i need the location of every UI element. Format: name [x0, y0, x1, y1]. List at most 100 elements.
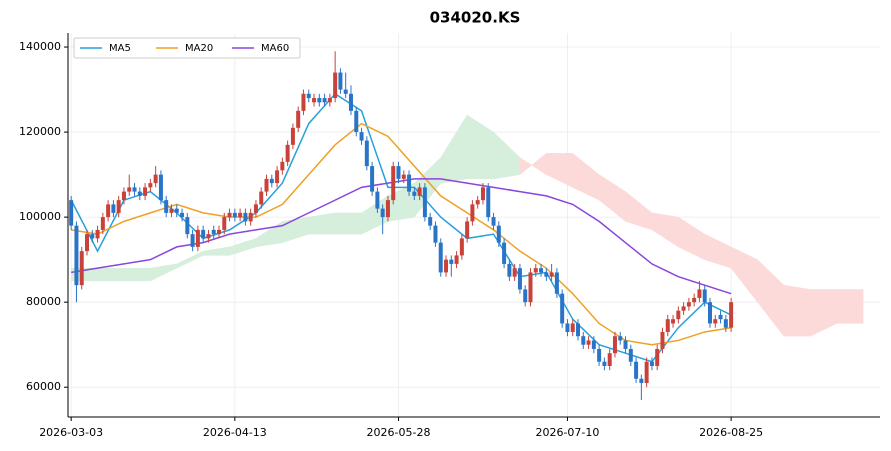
candle-body — [444, 259, 449, 273]
candle-body — [671, 319, 676, 324]
candle-body — [90, 234, 95, 239]
candle-body — [412, 191, 417, 196]
candle-body — [238, 212, 243, 218]
cloud-segment — [97, 267, 125, 282]
candle-body — [137, 191, 142, 196]
candle-body — [158, 174, 163, 201]
candle-body — [85, 234, 90, 252]
candle-body — [153, 174, 158, 184]
candle-body — [713, 319, 718, 324]
candle-body — [634, 361, 639, 379]
candle-body — [269, 178, 274, 184]
candle-body — [348, 93, 353, 111]
candle-body — [354, 110, 359, 133]
candle-body — [211, 229, 216, 235]
ma-line — [71, 178, 732, 295]
cloud-segment — [282, 216, 309, 243]
cloud-segment — [598, 174, 626, 222]
candle-body — [243, 212, 248, 222]
candle-body — [591, 340, 596, 349]
candle-body — [660, 331, 665, 349]
candle-body — [565, 323, 570, 332]
candle-body — [533, 268, 538, 273]
candle-body — [480, 187, 485, 201]
x-tick-label: 2026-04-13 — [203, 426, 267, 439]
candle-body — [512, 268, 517, 277]
candle-body — [264, 178, 269, 192]
candle-body — [100, 217, 105, 230]
candle-body — [528, 272, 533, 303]
candle-body — [380, 208, 385, 218]
candle-body — [454, 255, 459, 264]
cloud-segment — [255, 220, 283, 248]
candle-body — [290, 127, 295, 145]
candle-body — [201, 229, 206, 239]
legend-box — [73, 37, 301, 59]
cloud-segment — [123, 267, 151, 282]
candle-body — [523, 289, 528, 303]
candle-body — [623, 340, 628, 349]
candle-body — [116, 200, 121, 213]
candle-body — [322, 98, 327, 103]
candle-body — [74, 225, 79, 286]
y-tick-label: 80000 — [26, 295, 61, 308]
candle-body — [554, 272, 559, 294]
candle-body — [586, 340, 591, 345]
candle-body — [723, 319, 728, 328]
candle-body — [180, 212, 185, 218]
candle-body — [106, 204, 111, 218]
ma-line — [71, 122, 732, 346]
candle-body — [343, 89, 348, 94]
candle-body — [69, 200, 74, 226]
candle-body — [301, 93, 306, 111]
candle-body — [359, 132, 364, 141]
x-tick-label: 2026-05-28 — [367, 426, 431, 439]
cloud-segment — [308, 212, 336, 235]
candle-body — [517, 268, 522, 290]
cloud-segment — [202, 246, 230, 256]
candle-body — [644, 361, 649, 383]
candle-body — [275, 170, 280, 184]
candle-body — [121, 191, 126, 201]
cloud-segment — [229, 238, 257, 256]
candle-body — [628, 348, 633, 362]
candle-body — [649, 361, 654, 366]
candle-body — [729, 302, 734, 328]
candle-body — [470, 204, 475, 222]
candle-body — [459, 238, 464, 256]
candle-body — [79, 251, 84, 286]
candle-body — [581, 336, 586, 345]
candle-body — [475, 200, 480, 205]
candle-body — [227, 212, 232, 218]
cloud-segment — [572, 152, 600, 201]
candle-body — [422, 187, 427, 218]
x-tick-label: 2026-03-03 — [39, 426, 103, 439]
candle-body — [707, 302, 712, 324]
candle-body — [665, 319, 670, 332]
y-tick-label: 140000 — [19, 40, 61, 53]
candle-body — [718, 314, 723, 320]
candle-body — [502, 242, 507, 264]
ma-lines — [70, 92, 732, 363]
candle-body — [539, 268, 544, 273]
candle-body — [185, 217, 190, 235]
candle-body — [259, 191, 264, 205]
candle-body — [428, 217, 433, 226]
candle-body — [370, 166, 375, 192]
candle-body — [417, 187, 422, 196]
candle-body — [639, 378, 644, 383]
candle-body — [491, 217, 496, 226]
candle-body — [655, 348, 660, 366]
cloud-segment — [783, 284, 811, 337]
candle-body — [143, 187, 148, 196]
y-tick-label: 60000 — [26, 380, 61, 393]
candle-body — [216, 229, 221, 235]
cloud-segment — [519, 152, 547, 176]
candle-body — [396, 166, 401, 179]
cloud-segment — [836, 289, 864, 324]
candle-body — [496, 225, 501, 243]
chart-title: 034020.KS — [430, 9, 521, 27]
candle-body — [95, 229, 100, 239]
cloud-segment — [334, 212, 362, 235]
